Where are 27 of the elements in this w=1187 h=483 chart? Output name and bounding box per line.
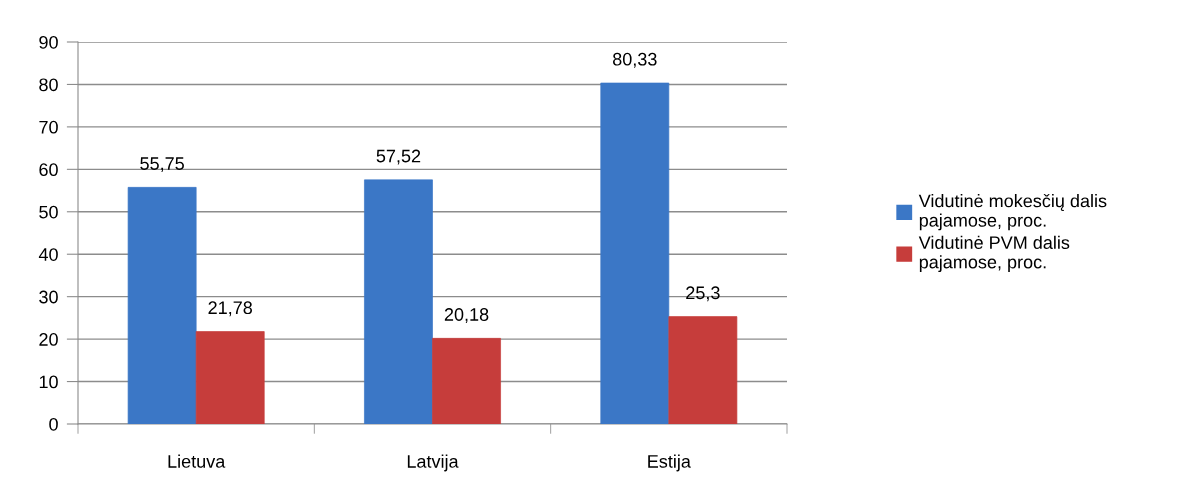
data-label: 20,18 <box>444 308 489 324</box>
x-tick-label: Estija <box>648 454 691 472</box>
y-tick-label: 20 <box>39 333 58 346</box>
x-tick-label: Lietuva <box>168 454 226 468</box>
y-tick-label: 90 <box>39 35 58 49</box>
y-tick-label: 80 <box>39 78 58 92</box>
bar <box>127 187 197 424</box>
data-label: 25,3 <box>686 286 720 302</box>
y-tick-label: 30 <box>39 290 58 304</box>
bar <box>432 338 501 424</box>
y-tick-label: 0 <box>49 417 58 431</box>
y-tick-label: 60 <box>39 163 58 177</box>
data-label: 57,52 <box>376 149 421 165</box>
y-tick-label: 50 <box>39 205 58 219</box>
bar <box>195 331 265 424</box>
legend-label: Vidutinė mokesčių dalis pajamose, proc. <box>918 193 1107 231</box>
bar <box>364 179 433 424</box>
data-label: 55,75 <box>140 157 184 173</box>
y-tick-label: 40 <box>38 248 58 261</box>
bar <box>668 316 738 424</box>
y-tick-label: 10 <box>39 375 58 389</box>
x-tick-label: Latvija <box>407 454 459 472</box>
data-label: 21,78 <box>208 301 253 317</box>
y-tick-label: 70 <box>39 120 58 134</box>
data-label: 80,33 <box>613 52 657 68</box>
legend-label: Vidutinė PVM dalis pajamose, proc. <box>918 235 1070 273</box>
bar <box>600 82 670 424</box>
